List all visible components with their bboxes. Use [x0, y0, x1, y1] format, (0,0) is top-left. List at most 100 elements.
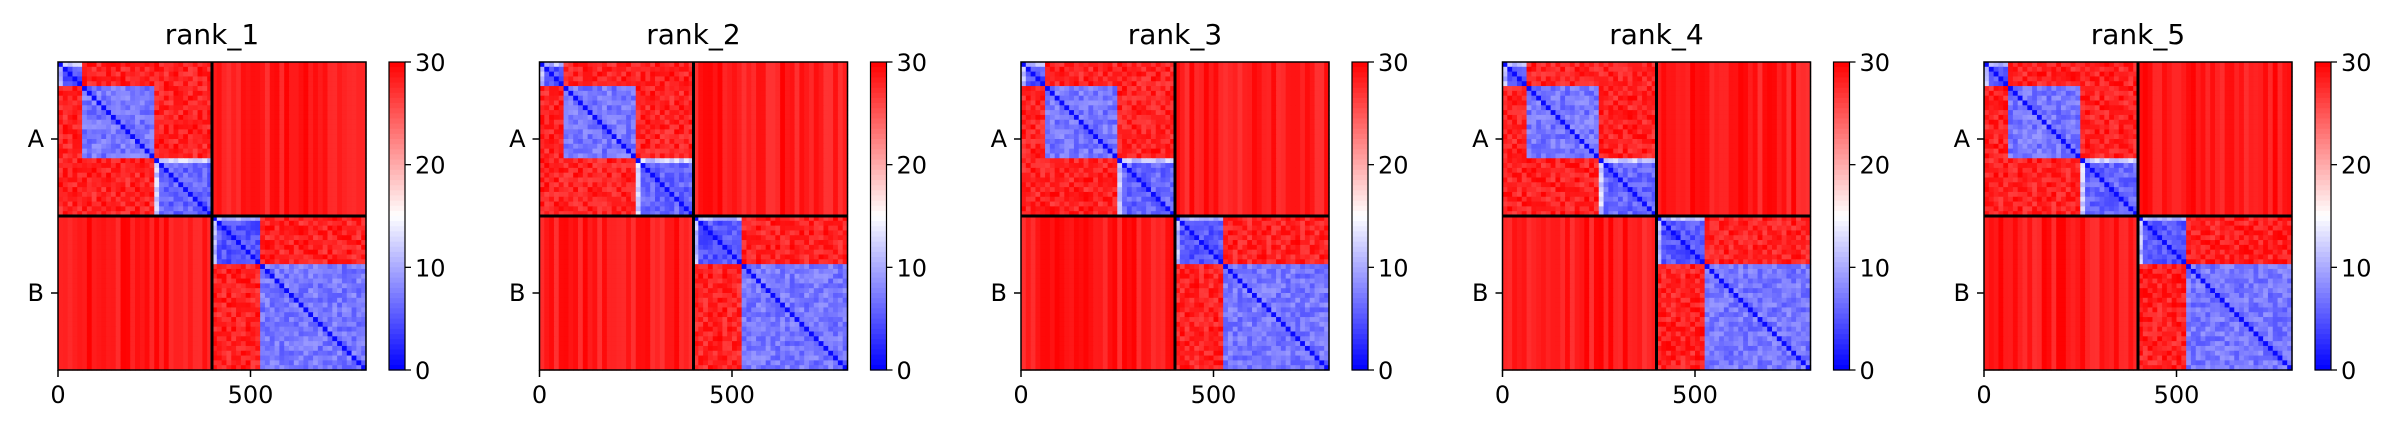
heatmap-cell	[202, 134, 208, 140]
heatmap-cell	[746, 90, 752, 97]
heatmap-cell	[58, 163, 64, 169]
heatmap-cell	[317, 268, 324, 275]
heatmap-cell	[626, 100, 632, 106]
heatmap-cell	[202, 312, 208, 318]
heatmap-cell	[289, 254, 295, 260]
heatmap-cell	[82, 240, 88, 246]
heatmap-cell	[322, 182, 329, 188]
heatmap-cell	[154, 66, 160, 73]
heatmap-cell	[163, 81, 170, 87]
heatmap-cell	[144, 81, 151, 87]
heatmap-cell	[308, 191, 314, 198]
heatmap-cell	[67, 259, 74, 265]
heatmap-cell	[756, 62, 762, 68]
heatmap-cell	[553, 110, 560, 116]
heatmap-cell	[202, 182, 208, 188]
heatmap-cell	[799, 105, 805, 111]
heatmap-cell	[106, 114, 112, 121]
heatmap-cell	[260, 90, 266, 97]
heatmap-cell	[130, 153, 136, 159]
heatmap-cell	[635, 90, 642, 97]
heatmap-cell	[144, 172, 151, 179]
heatmap-cell	[327, 211, 333, 217]
heatmap-cell	[337, 90, 343, 97]
heatmap-cell	[115, 331, 122, 337]
heatmap-cell	[226, 225, 232, 232]
heatmap-cell	[67, 350, 74, 357]
heatmap-cell	[279, 254, 285, 260]
heatmap-cell	[539, 119, 545, 126]
heatmap-cell	[139, 230, 146, 236]
heatmap-cell	[144, 360, 151, 366]
heatmap-cell	[361, 293, 367, 299]
heatmap-cell	[110, 163, 117, 169]
heatmap-cell	[192, 321, 199, 328]
heatmap-cell	[284, 100, 290, 106]
heatmap-cell	[712, 86, 719, 92]
heatmap-cell	[212, 110, 218, 116]
heatmap-cell	[679, 119, 685, 126]
heatmap-cell	[197, 86, 203, 92]
heatmap-cell	[250, 105, 256, 111]
heatmap-cell	[240, 110, 247, 116]
heatmap-cell	[101, 158, 107, 164]
heatmap-cell	[183, 124, 189, 130]
heatmap-cell	[130, 66, 136, 73]
heatmap-cell	[159, 95, 165, 102]
heatmap-cell	[332, 148, 338, 155]
heatmap-cell	[197, 341, 203, 347]
heatmap-cell	[602, 119, 608, 126]
heatmap-cell	[144, 283, 151, 289]
heatmap-cell	[284, 341, 290, 347]
heatmap-cell	[154, 264, 160, 270]
heatmap-cell	[183, 81, 189, 87]
colorbar-segment	[389, 92, 405, 99]
heatmap-cell	[635, 86, 642, 92]
heatmap-cell	[250, 66, 256, 73]
heatmap-cell	[240, 254, 247, 260]
heatmap-cell	[308, 153, 314, 159]
heatmap-cell	[245, 114, 252, 121]
heatmap-cell	[356, 105, 362, 111]
heatmap-cell	[226, 86, 232, 92]
heatmap-cell	[77, 134, 83, 140]
heatmap-cell	[789, 86, 796, 92]
heatmap-cell	[279, 312, 285, 318]
heatmap-cell	[260, 345, 266, 352]
heatmap-cell	[722, 86, 728, 92]
heatmap-cell	[144, 71, 151, 78]
heatmap-cell	[255, 114, 261, 121]
heatmap-cell	[341, 360, 348, 366]
heatmap-cell	[645, 114, 651, 121]
heatmap-cell	[255, 341, 261, 347]
heatmap-cell	[139, 331, 146, 337]
heatmap-cell	[86, 177, 93, 183]
heatmap-cell	[563, 105, 569, 111]
heatmap-cell	[317, 230, 324, 236]
heatmap-cell	[226, 321, 232, 328]
heatmap-cell	[183, 268, 189, 275]
heatmap-cell	[587, 114, 594, 121]
heatmap-cell	[72, 345, 78, 352]
heatmap-cell	[236, 259, 242, 265]
heatmap-cell	[775, 71, 781, 78]
heatmap-cell	[226, 259, 232, 265]
heatmap-cell	[192, 307, 199, 313]
heatmap-cell	[655, 105, 661, 111]
heatmap-cell	[269, 259, 276, 265]
heatmap-cell	[683, 95, 690, 102]
heatmap-cell	[91, 153, 98, 159]
heatmap-cell	[72, 134, 78, 140]
heatmap-cell	[226, 206, 232, 212]
heatmap-cell	[703, 66, 709, 73]
heatmap-cell	[226, 240, 232, 246]
heatmap-cell	[361, 191, 367, 198]
heatmap-cell	[115, 76, 122, 82]
heatmap-cell	[655, 110, 661, 116]
heatmap-cell	[82, 124, 88, 130]
heatmap-cell	[717, 71, 723, 78]
heatmap-cell	[289, 317, 295, 323]
heatmap-cell	[110, 81, 117, 87]
heatmap-cell	[86, 148, 93, 155]
heatmap-cell	[289, 365, 295, 371]
